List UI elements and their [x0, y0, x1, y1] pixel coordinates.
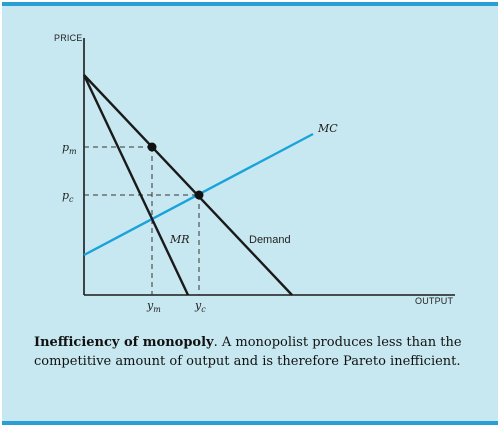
monopoly-point: [147, 142, 157, 152]
yc-label: yc: [194, 299, 206, 314]
monopoly-diagram: PRICE OUTPUT MC MR Demand pm pc ym yc: [54, 33, 455, 314]
pc-label: pc: [62, 189, 74, 204]
ym-label: ym: [146, 299, 161, 314]
mc-label: MC: [317, 122, 338, 135]
mr-line: [82, 74, 190, 296]
competitive-point: [194, 190, 204, 200]
pm-label: pm: [62, 141, 77, 156]
figure-caption: Inefficiency of monopoly. A monopolist p…: [34, 333, 474, 371]
mr-label: MR: [169, 233, 190, 246]
demand-label: Demand: [249, 234, 291, 246]
x-axis-label: OUTPUT: [415, 296, 454, 306]
caption-body: . A monopolist produces less than the co…: [34, 335, 462, 369]
caption-title: Inefficiency of monopoly: [34, 335, 214, 350]
demand-line: [83, 74, 293, 296]
y-axis-label: PRICE: [54, 33, 83, 43]
